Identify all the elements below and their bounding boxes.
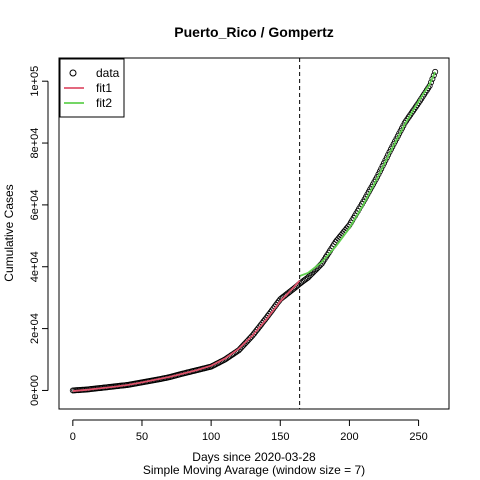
x-tick-label: 250 — [409, 431, 427, 443]
fit2-line — [299, 71, 436, 277]
data-point — [432, 68, 439, 75]
plot-frame — [58, 57, 450, 410]
y-axis-label: Cumulative Cases — [2, 184, 16, 281]
legend-entry-fit2: fit2 — [64, 96, 112, 110]
legend-label-fit1: fit1 — [96, 81, 112, 95]
plot-area — [69, 58, 439, 409]
legend-marker-data — [69, 69, 77, 77]
x-axis-sublabel: Simple Moving Avarage (window size = 7) — [143, 463, 365, 477]
y-tick-label: 0e+00 — [29, 375, 41, 406]
y-tick-label: 4e+04 — [29, 251, 41, 282]
chart-title: Puerto_Rico / Gompertz — [174, 24, 333, 40]
axes: 0 50 100 150 200 250 0e+00 2e+04 4e+04 6e+04 8e+04… — [29, 57, 450, 443]
legend-entry-fit1: fit1 — [64, 81, 112, 95]
x-tick-label: 150 — [271, 431, 289, 443]
legend-label-fit2: fit2 — [96, 96, 112, 110]
x-tick-label: 200 — [340, 431, 358, 443]
x-tick-label: 0 — [70, 431, 76, 443]
x-axis-label: Days since 2020-03-28 — [192, 450, 316, 464]
fit1-line — [72, 280, 301, 392]
y-tick-label: 1e+05 — [29, 66, 41, 97]
data-point — [430, 72, 437, 79]
legend-entry-data: data — [69, 66, 120, 80]
y-tick-label: 8e+04 — [29, 128, 41, 159]
x-tick-label: 100 — [202, 431, 220, 443]
legend-label-data: data — [96, 66, 120, 80]
x-tick-label: 50 — [136, 431, 148, 443]
y-tick-label: 6e+04 — [29, 189, 41, 220]
y-tick-label: 2e+04 — [29, 313, 41, 344]
